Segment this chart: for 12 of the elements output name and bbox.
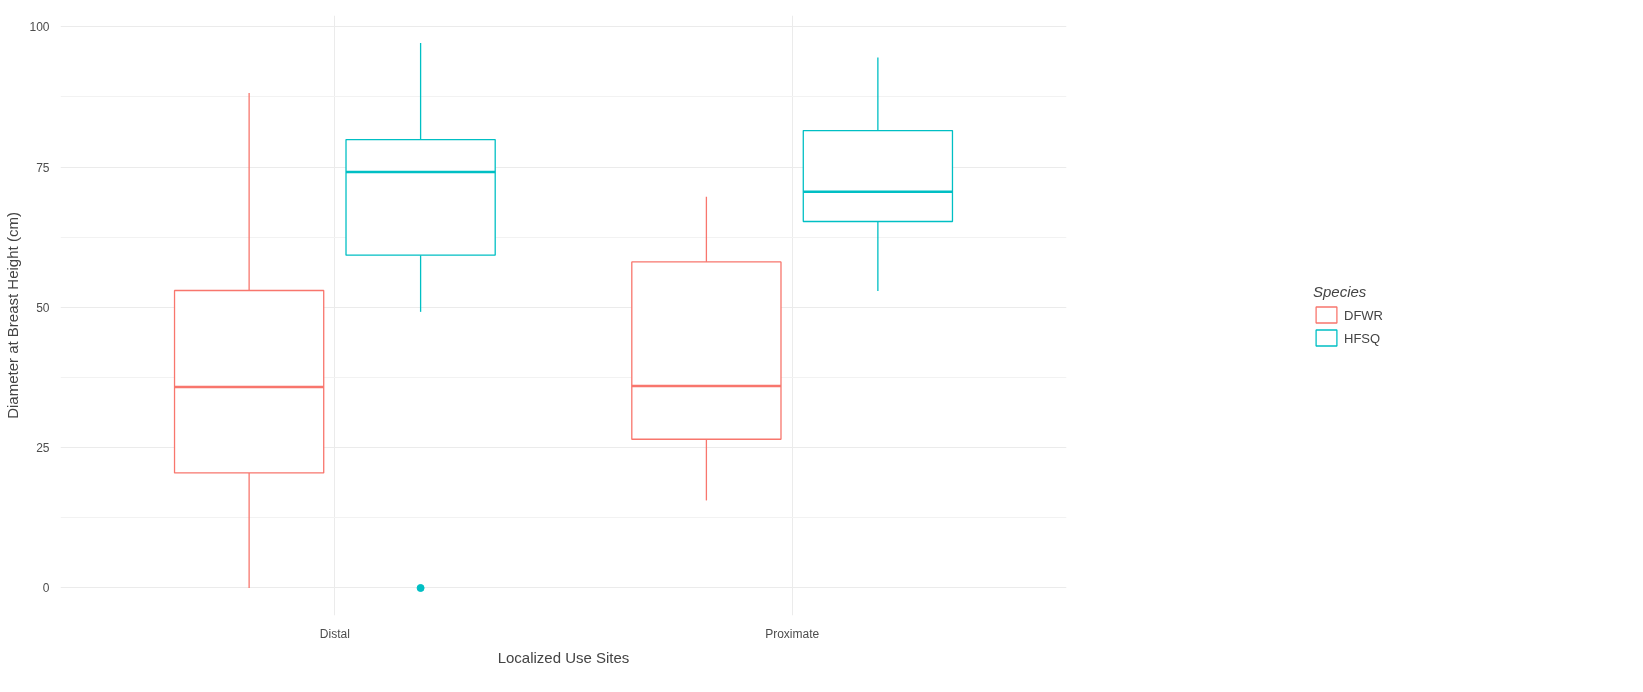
y-tick-label: 75 bbox=[36, 160, 50, 175]
x-tick-label: Distal bbox=[319, 626, 350, 641]
x-axis-title: Localized Use Sites bbox=[497, 648, 630, 666]
y-tick-label: 50 bbox=[36, 300, 50, 315]
x-tick-label: Proximate bbox=[765, 626, 820, 641]
legend-label: HFSQ bbox=[1344, 330, 1381, 345]
y-tick-label: 0 bbox=[42, 581, 50, 596]
y-tick-label: 25 bbox=[36, 441, 50, 456]
legend-label: DFWR bbox=[1344, 307, 1383, 322]
y-tick-label: 100 bbox=[29, 20, 50, 35]
legend-title: Species bbox=[1313, 282, 1368, 300]
y-axis-title: Diameter at Breast Height (cm) bbox=[4, 212, 22, 419]
